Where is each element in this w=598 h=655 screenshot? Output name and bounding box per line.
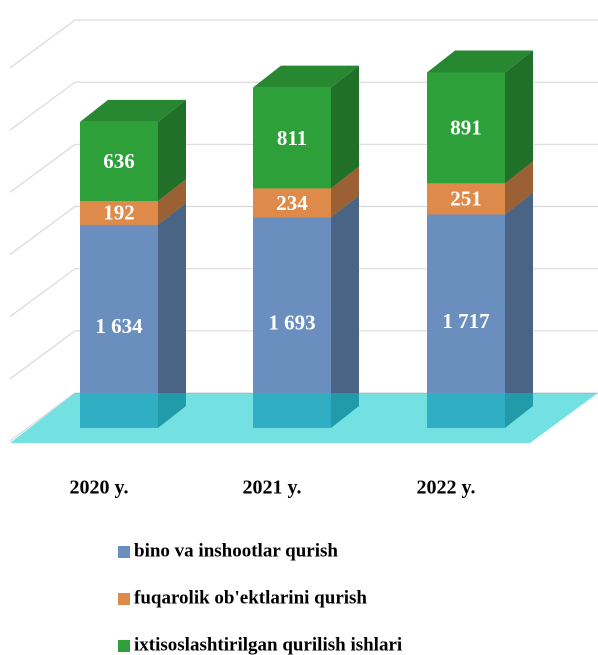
value-label: 811: [277, 126, 307, 150]
legend-label: fuqarolik ob'ektlarini qurish: [134, 587, 367, 608]
bar-face: [253, 217, 331, 428]
bar-face: [427, 50, 533, 73]
bar-face: [80, 99, 186, 122]
value-label: 251: [450, 187, 482, 211]
bar-face: [158, 99, 186, 201]
bar-face: [427, 72, 505, 184]
grid-line: [9, 268, 598, 318]
bar-face: [505, 50, 533, 184]
bar-segment: [427, 192, 533, 428]
grid-line: [9, 143, 598, 193]
bar-face: [427, 214, 505, 428]
bar-face: [427, 183, 505, 215]
grid-line: [9, 205, 598, 255]
value-label: 1 693: [268, 311, 315, 335]
legend-label: ixtisoslashtirilgan qurilish ishlari: [134, 634, 402, 655]
bar-face: [253, 87, 331, 189]
bar-segment: [253, 65, 359, 189]
value-label: 891: [450, 116, 482, 140]
legend-swatch: [118, 593, 130, 605]
value-label: 192: [103, 201, 135, 225]
grid-line: [9, 19, 598, 69]
bar-face: [80, 121, 158, 201]
legend-swatch: [118, 640, 130, 652]
x-tick-label: 2021 y.: [243, 477, 302, 499]
legend-label: bino va inshootlar qurish: [134, 540, 338, 561]
bar-face: [253, 65, 359, 88]
bar-face: [331, 195, 359, 428]
bar-face: [80, 200, 158, 225]
bar-face: [80, 224, 158, 428]
value-label: 636: [103, 149, 135, 173]
bar-face: [505, 192, 533, 428]
bar-face: [331, 166, 359, 218]
floor: [10, 393, 598, 443]
bar-face: [158, 202, 186, 428]
bar-face: [505, 161, 533, 215]
value-label: 234: [276, 191, 308, 215]
bar-face: [158, 178, 186, 225]
x-tick-label: 2020 y.: [70, 477, 129, 499]
grid-line: [9, 330, 598, 380]
legend-swatch: [118, 546, 130, 558]
bar-segment: [80, 99, 186, 201]
x-tick-label: 2022 y.: [417, 477, 476, 499]
grid-line: [9, 81, 598, 131]
bar-face: [331, 65, 359, 189]
value-label: 1 717: [442, 309, 489, 333]
value-label: 1 634: [95, 314, 143, 338]
bar-segment: [427, 50, 533, 184]
bar-face: [253, 188, 331, 218]
